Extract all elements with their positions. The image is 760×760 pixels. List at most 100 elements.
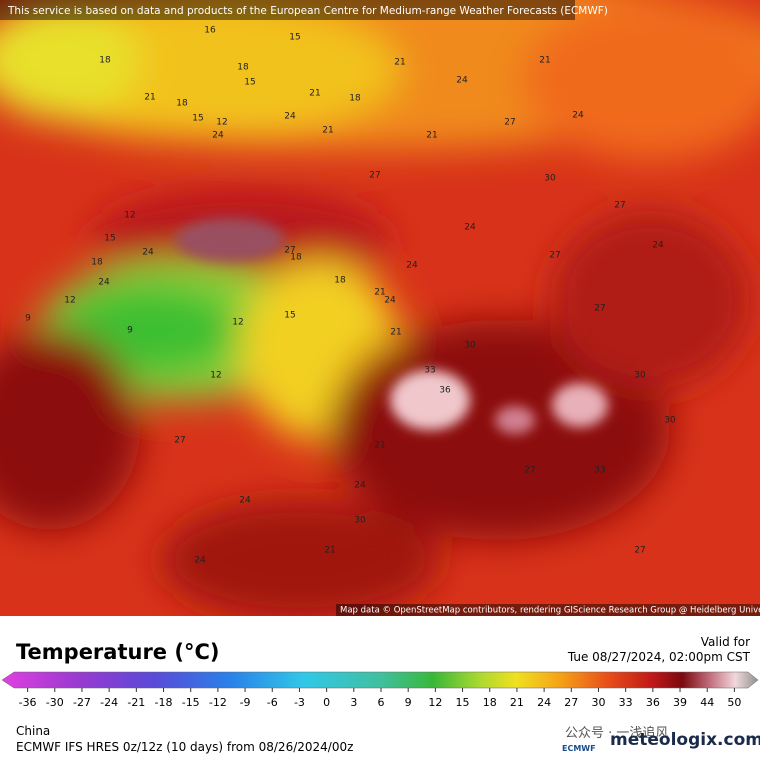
- contour-label: 9: [127, 326, 133, 336]
- colorbar-tick-label: 18: [483, 696, 497, 709]
- contour-label: 30: [544, 174, 556, 184]
- colorbar-tick-label: 3: [350, 696, 357, 709]
- colorbar-tick-label: 24: [537, 696, 551, 709]
- model-run: ECMWF IFS HRES 0z/12z (10 days) from 08/…: [16, 740, 354, 754]
- contour-label: 30: [354, 516, 366, 526]
- colorbar-tick-label: 27: [564, 696, 578, 709]
- colorbar-tick-label: -12: [209, 696, 227, 709]
- contour-label: 18: [349, 94, 361, 104]
- contour-label: 21: [374, 288, 385, 298]
- hot-spots: [175, 218, 608, 434]
- colorbar-tick-label: 50: [727, 696, 741, 709]
- contour-label: 18: [334, 276, 346, 286]
- contour-label: 27: [549, 251, 560, 261]
- contour-label: 24: [212, 131, 224, 141]
- contour-label: 27: [174, 436, 185, 446]
- colorbar-tick-label: -30: [46, 696, 64, 709]
- contour-label: 16: [204, 26, 216, 36]
- contour-label: 18: [237, 63, 249, 73]
- contour-label: 27: [614, 201, 625, 211]
- attribution: This service is based on data and produc…: [7, 5, 608, 17]
- contour-label: 24: [456, 76, 468, 86]
- colorbar-tick-label: -6: [267, 696, 278, 709]
- contour-label: 21: [322, 126, 333, 136]
- wechat: 公众号 · 一浅追风: [565, 726, 669, 741]
- valid-label: Valid for: [700, 635, 750, 649]
- contour-label: 36: [439, 386, 451, 396]
- contour-label: 18: [290, 253, 302, 263]
- contour-label: 27: [594, 304, 605, 314]
- colorbar-tick-label: -21: [127, 696, 145, 709]
- colorbar-tick-label: -27: [73, 696, 91, 709]
- contour-label: 15: [289, 33, 300, 43]
- contour-label: 9: [25, 314, 31, 324]
- colorbar-fill: [1, 671, 759, 689]
- valid-time: Tue 08/27/2024, 02:00pm CST: [567, 650, 750, 664]
- colorbar-tick-label: -36: [19, 696, 37, 709]
- colorbar-tick-label: 21: [510, 696, 524, 709]
- contour-label: 24: [239, 496, 251, 506]
- contour-label: 30: [464, 341, 476, 351]
- contour-label: 15: [104, 234, 115, 244]
- contour-label: 24: [464, 223, 476, 233]
- ecmwf-logo: ECMWF: [562, 744, 596, 753]
- map-credit: Map data © OpenStreetMap contributors, r…: [340, 606, 760, 616]
- contour-label: 18: [99, 56, 111, 66]
- contour-label: 33: [594, 466, 605, 476]
- contour-label: 30: [634, 371, 646, 381]
- contour-label: 21: [394, 58, 405, 68]
- contour-label: 24: [194, 556, 206, 566]
- legend-title: Temperature (°C): [16, 640, 220, 664]
- contour-label: 27: [524, 466, 535, 476]
- contour-label: 27: [369, 171, 380, 181]
- contour-label: 30: [664, 416, 676, 426]
- colorbar-tick-label: -15: [182, 696, 200, 709]
- contour-label: 12: [232, 318, 243, 328]
- contour-label: 21: [426, 131, 437, 141]
- contour-label: 15: [192, 114, 203, 124]
- contour-label: 24: [652, 241, 664, 251]
- colorbar-tick-label: 9: [405, 696, 412, 709]
- credit-bar: [336, 604, 760, 616]
- colorbar-tick-label: 0: [323, 696, 330, 709]
- contour-label: 27: [504, 118, 515, 128]
- colorbar-tick-label: -3: [294, 696, 305, 709]
- contour-label: 21: [144, 93, 155, 103]
- colorbar-tick-label: -9: [240, 696, 251, 709]
- brand: meteologix.com: [610, 730, 760, 750]
- colorbar-tick-label: 44: [700, 696, 714, 709]
- contour-label: 12: [216, 118, 227, 128]
- attribution-bar: [0, 0, 575, 20]
- colorbar-tick-label: 33: [619, 696, 633, 709]
- contour-label: 21: [309, 89, 320, 99]
- colorbar-tick-label: 15: [456, 696, 470, 709]
- contour-label: 33: [424, 366, 435, 376]
- colorbar-tick-label: 36: [646, 696, 660, 709]
- region: China: [16, 724, 51, 738]
- contour-label: 24: [572, 111, 584, 121]
- map: This service is based on data and produc…: [0, 0, 760, 616]
- contour-label: 15: [244, 78, 255, 88]
- contour-label: 12: [124, 211, 135, 221]
- colorbar-tick-label: 39: [673, 696, 687, 709]
- contour-label: 21: [374, 441, 385, 451]
- contour-label: 21: [324, 546, 335, 556]
- contour-label: 27: [284, 246, 295, 256]
- colorbar-tick-label: 12: [428, 696, 442, 709]
- contour-label: 24: [98, 278, 110, 288]
- colorbar-tick-label: 30: [591, 696, 605, 709]
- contour-label: 24: [354, 481, 366, 491]
- contour-label: 18: [176, 99, 188, 109]
- contour-label: 24: [284, 112, 296, 122]
- contour-label: 27: [634, 546, 645, 556]
- contour-label: 24: [406, 261, 418, 271]
- temperature-field: [0, 0, 760, 616]
- contour-label: 24: [384, 296, 396, 306]
- colorbar-tick-label: 6: [378, 696, 385, 709]
- colorbar-tick-label: -18: [155, 696, 173, 709]
- contour-label: 21: [539, 56, 550, 66]
- contour-label: 12: [64, 296, 75, 306]
- contour-label: 18: [91, 258, 103, 268]
- colorbar-tick-label: -24: [100, 696, 118, 709]
